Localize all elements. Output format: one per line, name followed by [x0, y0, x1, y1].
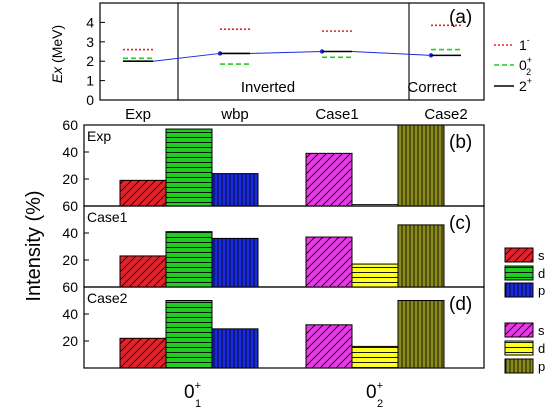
bar-hatch-Case1-g0-s — [119, 255, 167, 288]
panel-ytick-label: 20 — [62, 171, 78, 187]
legend-label-base: 2 — [519, 78, 527, 94]
x-tick-label-sub: 1 — [195, 398, 201, 410]
panel-label: (b) — [449, 132, 472, 153]
panel-a-ytick-label: 2 — [86, 53, 94, 69]
legend-swatch-hatch — [504, 265, 534, 281]
x-tick-label-1: 0+ 1 — [184, 380, 201, 410]
panel-a-frame — [99, 2, 485, 101]
legend-swatch-hatch — [504, 247, 534, 263]
chart-marks — [119, 24, 534, 374]
bar-hatch-Exp-g1-p — [397, 124, 445, 207]
bar-hatch-Case2-g0-d — [165, 300, 213, 369]
panel-a-ylabel: Ex (MeV) — [49, 25, 65, 83]
panel-ytick-label: 60 — [62, 279, 78, 295]
legend-label-base: 0 — [519, 57, 527, 73]
panel-ytick-label: 40 — [62, 225, 78, 241]
bar-hatch-Case1-g1-p — [397, 224, 445, 288]
legend-label-1-p: p — [538, 283, 545, 298]
x-tick-label-2: 0+ 2 — [366, 380, 383, 410]
panel-a-inverted-label: Inverted — [241, 79, 295, 96]
bar-hatch-Case1-g0-d — [165, 231, 213, 288]
panel-ytick-label: 40 — [62, 144, 78, 160]
bar-hatch-Exp-g1-d — [351, 204, 399, 207]
panel-ytick-label: 60 — [62, 198, 78, 214]
shared-ylabel: Intensity (%) — [23, 190, 45, 301]
bar-hatch-Exp-g0-d — [165, 128, 213, 207]
x-tick-label-sup: + — [195, 380, 201, 392]
panel-a-connector — [249, 51, 323, 54]
bar-hatch-Case1-g1-s — [305, 236, 353, 288]
legend-label-1-s: s — [538, 248, 545, 263]
x-tick-label-sub: 2 — [377, 398, 383, 410]
panel-a-label: (a) — [449, 7, 472, 28]
legend-label-base: 1 — [519, 37, 527, 53]
panel-a-legend-label-2: 2+ — [519, 76, 532, 94]
panel-name-label: Case2 — [87, 290, 128, 306]
legend-label-2-s: s — [538, 323, 545, 338]
panel-a-connector — [152, 52, 221, 62]
panel-name-label: Case1 — [87, 209, 128, 225]
legend-swatch-hatch — [504, 358, 534, 374]
panel-a-ytick-label: 1 — [86, 73, 94, 89]
panel-ytick-label: 40 — [62, 306, 78, 322]
bar-hatch-Exp-g0-p — [211, 173, 259, 207]
legend-label-2-p: p — [538, 359, 545, 374]
panel-label: (c) — [449, 213, 471, 234]
panel-a-connector — [351, 51, 432, 56]
bar-hatch-Case2-g1-p — [397, 300, 445, 369]
panel-name-label: Exp — [87, 128, 111, 144]
panel-label: (d) — [449, 294, 472, 315]
panel-4-frame — [83, 286, 485, 369]
panel-ytick-label: 60 — [62, 117, 78, 133]
legend-label-2-d: d — [538, 341, 545, 356]
x-tick-label-base: 0 — [184, 382, 195, 403]
bar-hatch-Case1-g1-d — [351, 263, 399, 288]
panel-a-ylabel-symbol: Ex — [49, 66, 65, 83]
panel-a-category-label: Case2 — [424, 106, 467, 123]
legend-swatch-hatch — [504, 340, 534, 356]
panel-a-legend-label-1: 0+ 2 — [519, 55, 532, 77]
panel-a-ytick-label: 0 — [86, 92, 94, 108]
legend-label-sup: + — [527, 55, 532, 65]
panel-a-ytick-label: 4 — [86, 14, 94, 30]
bar-hatch-Case2-g1-s — [305, 324, 353, 369]
legend-label-sup: - — [527, 35, 530, 45]
legend-swatch-hatch — [504, 282, 534, 298]
legend-label-sup: + — [527, 76, 532, 86]
bar-hatch-Case2-g1-d — [351, 345, 399, 369]
bar-hatch-Exp-g0-s — [119, 179, 167, 207]
panel-ytick-label: 20 — [62, 333, 78, 349]
x-tick-label-base: 0 — [366, 382, 377, 403]
x-tick-label-sup: + — [377, 380, 383, 392]
panel-a-category-label: wbp — [220, 106, 249, 123]
panel-a-legend-label-0: 1- — [519, 35, 530, 53]
legend-label-1-d: d — [538, 266, 545, 281]
panel-a-category-label: Case1 — [315, 106, 358, 123]
legend-label-sub: 2 — [526, 67, 531, 77]
panel-a-ytick-label: 3 — [86, 34, 94, 50]
panel-a-category-label: Exp — [125, 106, 151, 123]
bar-hatch-Exp-g1-s — [305, 152, 353, 207]
panel-a-correct-label: Correct — [407, 79, 457, 96]
bar-hatch-Case1-g0-p — [211, 237, 259, 288]
legend-swatch-hatch — [504, 322, 534, 338]
panel-a-ylabel-unit: (MeV) — [49, 25, 65, 67]
bar-hatch-Case2-g0-s — [119, 337, 167, 369]
panel-ytick-label: 20 — [62, 252, 78, 268]
bar-hatch-Case2-g0-p — [211, 328, 259, 369]
